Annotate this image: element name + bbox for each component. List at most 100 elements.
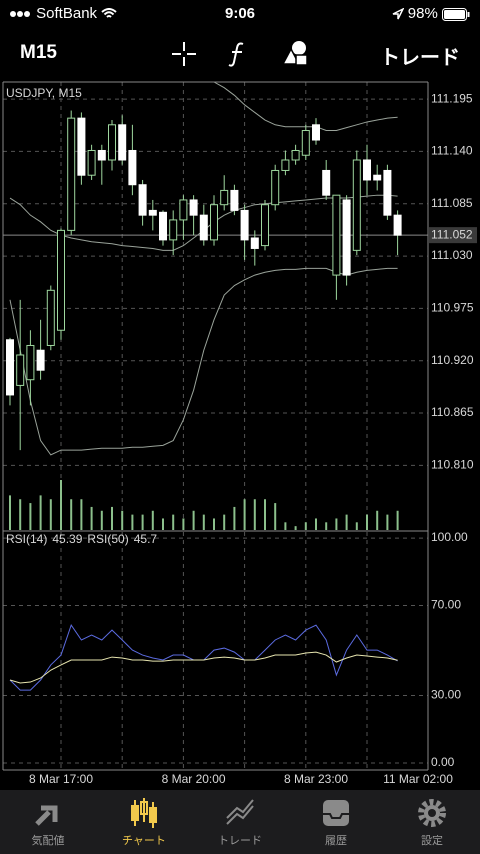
wifi-icon [101,8,117,18]
tab-history[interactable]: 履歴 [288,790,384,854]
y-tick-label: 70.00 [431,598,461,612]
legend-value: 45.39 [52,532,82,546]
legend-name: RSI(14) [6,532,47,546]
candle-body [57,229,65,331]
x-tick-label: 8 Mar 23:00 [284,772,348,786]
tab-label: 履歴 [325,835,347,847]
candle-body [271,169,280,206]
location-icon [392,7,405,20]
settings-icon [418,799,446,827]
candle-body [189,199,198,216]
x-tick-label: 11 Mar 02:00 [383,772,453,786]
tab-label: チャート [122,835,166,847]
y-tick-label: 0.00 [431,755,455,769]
status-bar: SoftBank 9:06 98% [0,0,480,28]
legend: RSI(14) 45.39 RSI(50) 45.7 [6,532,157,546]
candle-body [363,159,371,181]
y-tick-label: 111.085 [431,196,473,210]
toolbar: M15 トレード [0,28,480,80]
candle-body [67,117,76,231]
chart-icon [131,798,157,828]
candle-body [393,214,402,236]
trade-button[interactable]: トレード [380,47,460,69]
candle-body [16,354,25,386]
candle-body [118,124,127,161]
indicator-button[interactable] [226,40,250,68]
tab-bar: 気配値 チャート トレード 履歴 設定 [0,790,480,854]
candle-body [352,159,361,251]
x-tick-label: 8 Mar 20:00 [162,772,226,786]
legend-name: RSI(50) [87,532,128,546]
candle-body [179,199,188,221]
candle-body [46,289,55,346]
y-tick-label: 110.920 [431,353,474,367]
candle-body [261,204,269,247]
candle-body [26,344,35,381]
carrier-name: SoftBank [36,5,98,22]
battery: 98% [392,5,470,22]
timeframe-button[interactable]: M15 [20,42,57,63]
objects-button[interactable] [280,38,310,68]
rsi-line [9,651,398,684]
tab-label: 設定 [421,835,443,847]
current-price-box [429,227,477,244]
candle-body [230,189,239,211]
y-tick-label: 111.195 [431,91,473,105]
quotes-icon [35,805,58,826]
labels: USDJPY, M15 111.195 111.140 111.085 111.030… [2,81,477,786]
y-tick-label: 30.00 [431,688,461,702]
candle-body [250,237,259,249]
y-tick-label: 110.975 [431,301,474,315]
band-line [9,267,398,456]
candle-body [138,184,147,216]
candle-body [148,209,157,216]
price-plot [3,82,428,530]
candle-body [291,149,300,161]
candle-body [169,219,178,241]
current-price-label: 111.052 [431,227,473,241]
candle-body [159,211,167,241]
battery-icon [442,7,470,21]
candle-body [199,214,208,241]
chart-title: USDJPY, M15 [6,86,82,100]
chart: USDJPY, M15 111.195 111.140 111.085 111.030… [2,81,477,786]
candle-body [332,194,341,276]
candle-body [97,149,106,161]
y-tick-label: 100.00 [431,530,468,544]
tab-settings[interactable]: 設定 [384,790,480,854]
y-tick-label: 111.140 [431,144,473,158]
tab-quotes[interactable]: 気配値 [0,790,96,854]
y-tick-label: 110.810 [431,457,474,471]
tab-trade[interactable]: トレード [192,790,288,854]
candle-body [342,199,351,276]
candle-body [322,169,331,196]
rsi-plot [3,532,428,770]
history-icon [323,800,349,826]
tab-chart[interactable]: チャート [96,790,192,854]
candle-body [128,149,137,186]
y-tick-label: 110.865 [431,405,474,419]
legend-value: 45.7 [134,532,158,546]
candle-body [373,174,382,181]
signal-icon [10,11,30,18]
candle-body [240,209,249,241]
candle-body [87,149,96,176]
candle-body [36,349,45,371]
battery-level: 98% [407,5,438,22]
candle-body [301,130,310,156]
clock: 9:06 [224,5,256,22]
candle-body [383,169,392,216]
candle-body [312,124,320,141]
candle-body [108,124,116,161]
tab-label: 気配値 [31,835,65,847]
crosshair-button[interactable] [170,40,198,68]
rsi-line [9,624,398,691]
candle-body [77,117,86,176]
trade-icon [226,799,254,825]
candle-body [220,189,229,206]
x-tick-label: 8 Mar 17:00 [29,772,93,786]
band-line [211,82,398,132]
candle-body [6,339,14,396]
y-tick-label: 111.030 [431,248,473,262]
